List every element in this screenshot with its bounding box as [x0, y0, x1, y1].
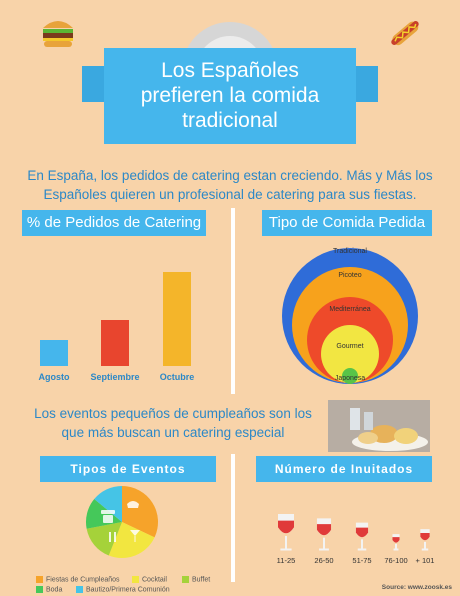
burger-icon — [40, 14, 76, 50]
catering-photo — [328, 400, 430, 452]
guest-label-2: 26-50 — [314, 556, 334, 565]
orders-section-title: % de Pedidos de Catering — [22, 210, 206, 236]
divider-top — [231, 208, 235, 394]
ring-label-gourmet: Gourmet — [336, 343, 364, 350]
bar-agosto — [40, 339, 68, 366]
events-section-title: Tipos de Eventos — [40, 456, 216, 482]
bar-octubre — [163, 272, 191, 366]
events-text: Los eventos pequeños de cumpleaños son l… — [34, 406, 312, 440]
legend-item-bautizo: Bautizo/Primera Comunión — [76, 586, 170, 593]
legend-label: Buffet — [192, 576, 211, 584]
legend-item-boda: Boda — [36, 586, 62, 593]
legend-label: Bautizo/Primera Comunión — [86, 586, 170, 594]
pie-slice-2 — [108, 522, 155, 558]
intro-text: En España, los pedidos de catering estan… — [27, 168, 433, 202]
bar-label-agosto: Agosto — [38, 372, 70, 382]
title-line-1: Los Españoles — [161, 59, 299, 82]
legend-item-cumpleanos: Fiestas de Cumpleaños — [36, 576, 120, 583]
legend-item-buffet: Buffet — [182, 576, 210, 583]
bar-label-septiembre: Septiembre — [90, 372, 140, 382]
divider-bottom — [231, 454, 235, 582]
guest-glass-4 — [392, 534, 400, 551]
guest-label-3: 51-75 — [352, 556, 372, 565]
pie-slice-1 — [122, 486, 158, 538]
orders-bar-chart — [20, 268, 220, 366]
ring-gourmet — [321, 325, 379, 383]
ring-label-tradicional: Tradicional — [333, 248, 367, 255]
title-line-3: tradicional — [182, 109, 278, 132]
title-ribbon: Los Españoles prefieren la comida tradic… — [104, 48, 356, 144]
guest-glass-5 — [420, 529, 430, 551]
legend-swatch — [36, 576, 43, 583]
legend-swatch — [36, 586, 43, 593]
guest-label-4: 76-100 — [384, 556, 408, 565]
guest-label-5: + 101 — [415, 556, 435, 565]
legend-swatch — [132, 576, 139, 583]
pie-food-icons — [101, 501, 140, 542]
events-legend: Fiestas de Cumpleaños Cocktail Buffet Bo… — [36, 576, 236, 596]
legend-swatch — [76, 586, 83, 593]
ring-japonesa — [342, 368, 358, 384]
food-circles-chart — [282, 248, 418, 384]
pie-slice-3 — [86, 522, 122, 556]
bar-label-octubre: Octubre — [159, 372, 195, 382]
ring-label-picoteo: Picoteo — [338, 272, 362, 279]
pie-slice-5 — [94, 486, 122, 522]
legend-item-cocktail: Cocktail — [132, 576, 167, 583]
guest-label-1: 11-25 — [276, 556, 296, 565]
legend-label: Boda — [46, 586, 63, 594]
hotdog-icon — [388, 16, 422, 50]
guests-section-title: Número de Inuitados — [256, 456, 432, 482]
legend-label: Fiestas de Cumpleaños — [46, 576, 120, 584]
guests-glass-chart — [278, 514, 430, 551]
events-pie-chart — [86, 486, 158, 558]
source-text: Source: www.zoosk.es — [381, 584, 452, 591]
bar-septiembre — [101, 320, 129, 366]
legend-label: Cocktail — [142, 576, 167, 584]
ring-label-mediterranea: Mediterránea — [329, 306, 371, 313]
guest-glass-3 — [355, 522, 369, 551]
food-section-title: Tipo de Comida Pedida — [262, 210, 432, 236]
guest-glass-1 — [278, 514, 294, 551]
legend-swatch — [182, 576, 189, 583]
title-line-2: prefieren la comida — [140, 84, 320, 107]
ring-label-japonesa: Japonesa — [334, 375, 366, 382]
guest-glass-2 — [316, 518, 332, 551]
